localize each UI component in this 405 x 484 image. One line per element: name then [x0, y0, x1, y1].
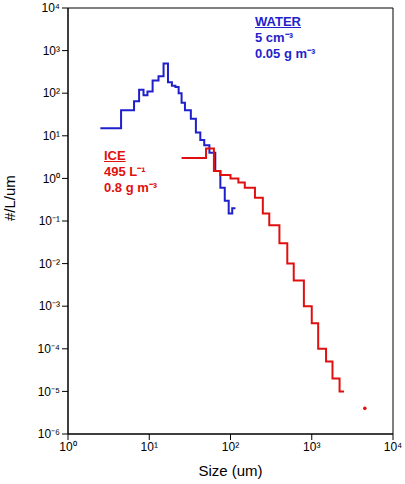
- svg-text:10⁰: 10⁰: [59, 440, 76, 454]
- svg-text:10⁻⁵: 10⁻⁵: [38, 385, 60, 399]
- svg-text:10⁰: 10⁰: [43, 172, 60, 186]
- svg-text:10²: 10²: [222, 440, 239, 454]
- svg-text:10⁻¹: 10⁻¹: [39, 214, 60, 228]
- svg-text:10¹: 10¹: [43, 129, 60, 143]
- html-text:WATER: WATER: [255, 14, 301, 29]
- svg-text:#/L/um: #/L/um: [1, 175, 18, 221]
- svg-text:10⁻²: 10⁻²: [39, 257, 60, 271]
- svg-text:10⁻³: 10⁻³: [39, 299, 60, 313]
- svg-text:10⁻⁶: 10⁻⁶: [38, 427, 60, 441]
- html-text:495 L⁻¹: 495 L⁻¹: [104, 164, 146, 179]
- svg-text:10⁻⁴: 10⁻⁴: [37, 342, 60, 356]
- html-text:0.8 g m⁻³: 0.8 g m⁻³: [104, 180, 158, 195]
- svg-text:10³: 10³: [43, 44, 60, 58]
- html-text:5 cm⁻³: 5 cm⁻³: [255, 30, 293, 45]
- svg-text:10⁴: 10⁴: [384, 440, 403, 454]
- svg-text:10⁴: 10⁴: [41, 1, 60, 15]
- svg-text:10¹: 10¹: [141, 440, 158, 454]
- svg-text:Size (um): Size (um): [198, 462, 262, 479]
- svg-text:10²: 10²: [43, 86, 60, 100]
- html-text:ICE: ICE: [104, 148, 126, 163]
- html-text:0.05 g m⁻³: 0.05 g m⁻³: [255, 46, 316, 61]
- svg-text:10³: 10³: [303, 440, 320, 454]
